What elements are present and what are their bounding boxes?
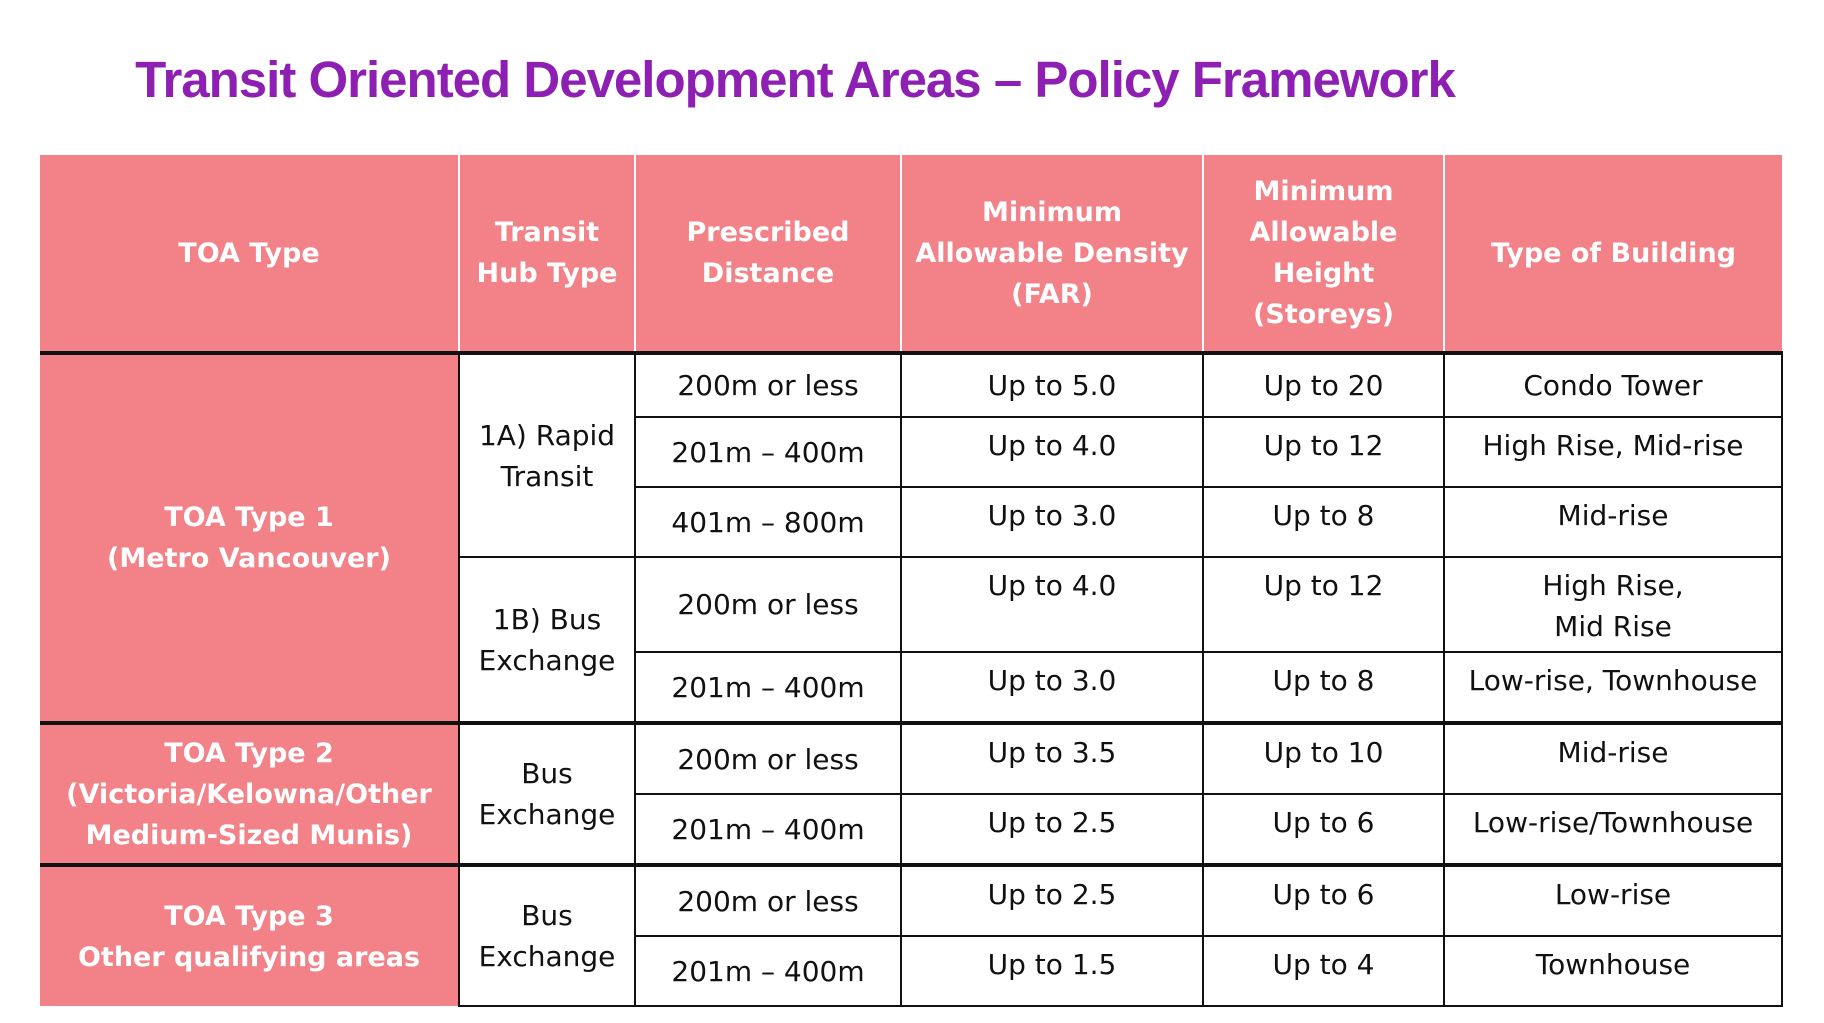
- building-cell: High Rise, Mid Rise: [1443, 556, 1783, 653]
- policy-table: TOA Type Transit Hub Type Prescribed Dista…: [40, 155, 1783, 1007]
- table-row: TOA Type 1 (Metro Vancouver) 1A) Rapid Tra…: [40, 352, 1783, 723]
- height-cell: Up to 8: [1202, 486, 1445, 558]
- distance-cell: 200m or less: [634, 721, 902, 795]
- density-cell: Up to 1.5: [900, 935, 1204, 1007]
- hub-1b-cell: 1B) Bus Exchange: [458, 556, 636, 724]
- density-cell: Up to 2.5: [900, 863, 1204, 937]
- hub-1a-cell: 1A) Rapid Transit: [458, 352, 636, 558]
- density-cell: Up to 3.0: [900, 651, 1204, 724]
- table-row: 401m – 800m Up to 3.0 Up to 8 Mid-rise: [40, 486, 1783, 558]
- header-row: TOA Type Transit Hub Type Prescribed Dista…: [40, 155, 1782, 355]
- building-cell: Low-rise/Townhouse: [1443, 793, 1783, 866]
- table-row: 201m – 400m Up to 1.5 Up to 4 Townhouse: [40, 935, 1783, 1007]
- height-cell: Up to 20: [1202, 352, 1445, 418]
- height-cell: Up to 12: [1202, 556, 1445, 653]
- hub-3-cell: Bus Exchange: [458, 863, 636, 1007]
- table-row: 201m – 400m Up to 2.5 Up to 6 Low-rise/T…: [40, 793, 1783, 866]
- height-cell: Up to 6: [1202, 863, 1445, 937]
- height-cell: Up to 8: [1202, 651, 1445, 724]
- density-cell: Up to 5.0: [900, 352, 1204, 418]
- density-cell: Up to 3.5: [900, 721, 1204, 795]
- distance-cell: 201m – 400m: [634, 416, 902, 488]
- hub-2-cell: Bus Exchange: [458, 721, 636, 866]
- density-cell: Up to 4.0: [900, 556, 1204, 653]
- table-row: 201m – 400m Up to 4.0 Up to 12 High Rise…: [40, 416, 1783, 488]
- header-transit-hub-type: Transit Hub Type: [458, 155, 636, 355]
- page-title: Transit Oriented Development Areas – Pol…: [135, 51, 1456, 108]
- distance-cell: 401m – 800m: [634, 486, 902, 558]
- height-cell: Up to 6: [1202, 793, 1445, 866]
- table-row: 1B) Bus Exchange 200m or less Up to 4.0 U…: [40, 556, 1783, 724]
- building-cell: Condo Tower: [1443, 352, 1783, 418]
- toa-type-3-cell: TOA Type 3 Other qualifying areas: [40, 863, 459, 1006]
- density-cell: Up to 2.5: [900, 793, 1204, 866]
- toa-type-2-cell: TOA Type 2 (Victoria/Kelowna/Other Medium-…: [40, 721, 459, 865]
- distance-cell: 201m – 400m: [634, 935, 902, 1007]
- toa-type-1-cell: TOA Type 1 (Metro Vancouver): [40, 353, 459, 723]
- distance-cell: 201m – 400m: [634, 793, 902, 866]
- height-cell: Up to 4: [1202, 935, 1445, 1007]
- building-cell: High Rise, Mid-rise: [1443, 416, 1783, 488]
- header-toa-type: TOA Type: [40, 155, 460, 355]
- building-cell: Townhouse: [1443, 935, 1783, 1007]
- table-row: TOA Type 2 (Victoria/Kelowna/Other Medium-…: [40, 721, 1783, 866]
- distance-cell: 201m – 400m: [634, 651, 902, 724]
- table-row: 201m – 400m Up to 3.0 Up to 8 Low-rise, …: [40, 651, 1783, 724]
- building-cell: Mid-rise: [1443, 486, 1783, 558]
- density-cell: Up to 4.0: [900, 416, 1204, 488]
- header-prescribed-distance: Prescribed Distance: [634, 155, 902, 355]
- building-cell: Mid-rise: [1443, 721, 1783, 795]
- density-cell: Up to 3.0: [900, 486, 1204, 558]
- header-type-of-building: Type of Building: [1443, 155, 1782, 355]
- header-min-density: Minimum Allowable Density (FAR): [900, 155, 1204, 355]
- distance-cell: 200m or less: [634, 863, 902, 937]
- distance-cell: 200m or less: [634, 352, 902, 418]
- distance-cell: 200m or less: [634, 556, 902, 653]
- building-cell: Low-rise, Townhouse: [1443, 651, 1783, 724]
- header-min-height: Minimum Allowable Height (Storeys): [1202, 155, 1445, 355]
- height-cell: Up to 12: [1202, 416, 1445, 488]
- table-row: TOA Type 3 Other qualifying areas Bus Exch…: [40, 863, 1783, 1007]
- height-cell: Up to 10: [1202, 721, 1445, 795]
- building-cell: Low-rise: [1443, 863, 1783, 937]
